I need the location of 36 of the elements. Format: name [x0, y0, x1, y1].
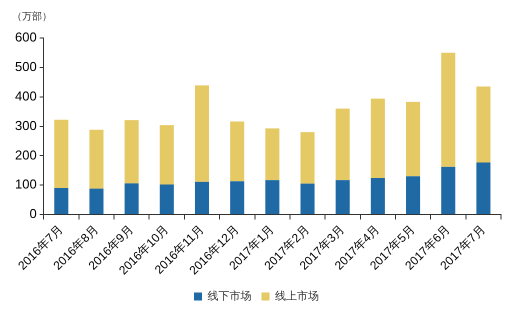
- bar: [300, 184, 315, 214]
- y-tick-label: 200: [14, 147, 37, 162]
- bar: [230, 122, 244, 182]
- bar: [124, 120, 139, 184]
- legend-label: 线下市场: [208, 290, 252, 303]
- bar: [124, 183, 139, 214]
- bar: [230, 181, 244, 214]
- bar: [265, 180, 280, 214]
- y-tick-label: 300: [14, 118, 37, 133]
- y-tick-label: 500: [14, 59, 37, 74]
- bar: [54, 188, 68, 214]
- bar: [194, 182, 210, 214]
- y-tick-label: 400: [14, 88, 37, 104]
- bar: [89, 188, 104, 214]
- bar: [336, 108, 350, 180]
- y-axis-title: （万部）: [12, 10, 52, 23]
- bar: [370, 178, 385, 214]
- legend-label: 线上市场: [275, 290, 319, 303]
- bar: [300, 132, 315, 184]
- y-tick-label: 600: [14, 30, 37, 45]
- bar: [476, 86, 490, 162]
- bar: [194, 85, 210, 182]
- y-tick-label: 100: [14, 176, 37, 192]
- bar: [265, 128, 280, 180]
- bar: [54, 120, 68, 188]
- bar: [441, 52, 456, 167]
- bar: [370, 98, 385, 178]
- bar: [476, 162, 490, 214]
- y-tick-label: 0: [29, 206, 37, 222]
- bar: [441, 166, 456, 214]
- bar: [406, 102, 420, 176]
- bar: [160, 184, 174, 214]
- bar: [89, 130, 104, 189]
- bar: [406, 176, 420, 214]
- bar: [336, 180, 350, 214]
- bar: [160, 125, 174, 185]
